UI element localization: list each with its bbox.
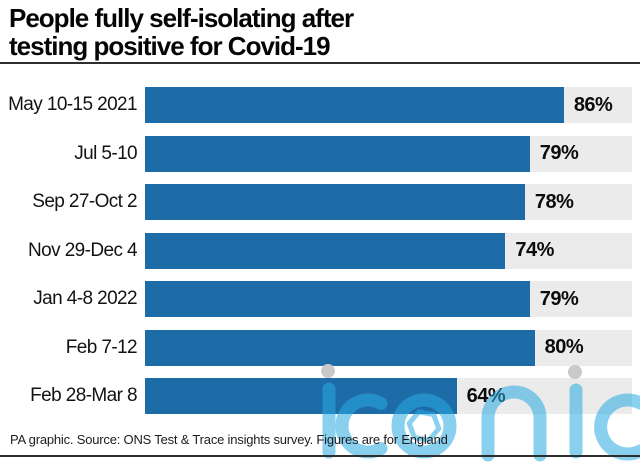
title-divider-rule — [0, 62, 640, 64]
bar-row: Nov 29-Dec 4 74% — [0, 232, 640, 269]
value-label: 86% — [573, 93, 613, 116]
bar-track: 78% — [145, 184, 632, 220]
value-label: 64% — [466, 384, 506, 407]
bar-fill — [145, 87, 564, 123]
bar-track: 86% — [145, 87, 632, 123]
category-label: Sep 27-Oct 2 — [32, 191, 137, 212]
category-label: Jul 5-10 — [74, 142, 137, 164]
bar-row: Sep 27-Oct 2 78% — [0, 184, 640, 220]
value-label: 78% — [534, 190, 574, 213]
bar-fill — [145, 135, 530, 172]
bar-track: 79% — [145, 135, 632, 172]
bar-row: May 10-15 2021 86% — [0, 87, 640, 123]
title-line-1: People fully self-isolating after — [9, 3, 354, 33]
value-label: 74% — [515, 239, 554, 261]
bar-fill — [145, 329, 535, 366]
category-label: Nov 29-Dec 4 — [28, 239, 138, 261]
bar-fill — [145, 232, 506, 269]
bar-row: Jan 4-8 2022 79% — [0, 281, 640, 317]
bar-track: 79% — [145, 281, 632, 317]
title-line-2: testing positive for Covid-19 — [9, 31, 331, 61]
bar-track: 80% — [145, 329, 632, 366]
value-label: 79% — [539, 142, 579, 164]
value-label: 80% — [544, 336, 584, 358]
category-label: May 10-15 2021 — [8, 94, 138, 115]
page-title: People fully self-isolating after testin… — [9, 3, 354, 61]
bar-fill — [145, 281, 530, 317]
category-label: Feb 28-Mar 8 — [30, 385, 137, 406]
bar-track: 64% — [145, 378, 632, 414]
bar-row: Jul 5-10 79% — [0, 135, 640, 172]
bar-chart: May 10-15 2021 86% Jul 5-10 79% Sep 27-O… — [0, 87, 640, 414]
bar-row: Feb 28-Mar 8 64% — [0, 378, 640, 414]
bar-fill — [145, 184, 525, 220]
bottom-rule — [0, 455, 640, 457]
source-caption: PA graphic. Source: ONS Test & Trace ins… — [10, 432, 448, 447]
bar-track: 74% — [145, 232, 632, 269]
category-label: Jan 4-8 2022 — [33, 288, 137, 309]
bar-row: Feb 7-12 80% — [0, 329, 640, 366]
bar-fill — [145, 378, 457, 414]
value-label: 79% — [539, 287, 579, 310]
category-label: Feb 7-12 — [65, 336, 138, 358]
